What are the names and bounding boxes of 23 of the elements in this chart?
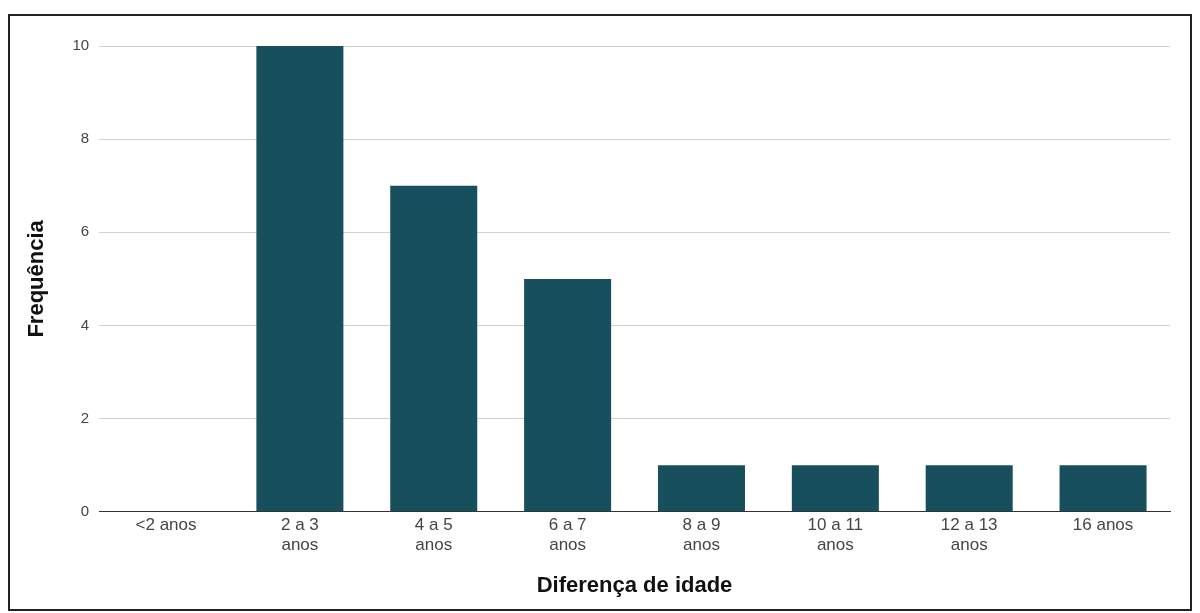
y-tick-label: 4 — [80, 315, 90, 333]
bar — [791, 465, 879, 512]
y-tick-label: 2 — [80, 408, 90, 426]
y-tick-label: 10 — [72, 36, 90, 54]
y-tick-label: 8 — [80, 129, 90, 147]
bar — [657, 465, 745, 512]
x-tick-label: 16 anos — [1072, 514, 1134, 534]
x-tick-label: 12 a 13 anos — [940, 514, 998, 555]
x-axis-title: Diferença de idade — [536, 571, 733, 597]
x-tick-label: 2 a 3 anos — [280, 514, 319, 555]
y-tick-label: 0 — [80, 501, 90, 519]
bar — [1059, 465, 1147, 512]
x-tick-label: 6 a 7 anos — [548, 514, 587, 555]
x-tick-label: 8 a 9 anos — [682, 514, 721, 555]
y-tick-label: 6 — [80, 222, 90, 240]
bar — [925, 465, 1013, 512]
y-axis-title: Frequência — [23, 219, 49, 338]
bar — [524, 278, 612, 512]
bar — [390, 185, 478, 512]
x-tick-label: 10 a 11 anos — [807, 514, 864, 555]
x-tick-label: 4 a 5 anos — [414, 514, 453, 555]
bar — [256, 46, 344, 512]
x-tick-label: <2 anos — [135, 514, 197, 534]
